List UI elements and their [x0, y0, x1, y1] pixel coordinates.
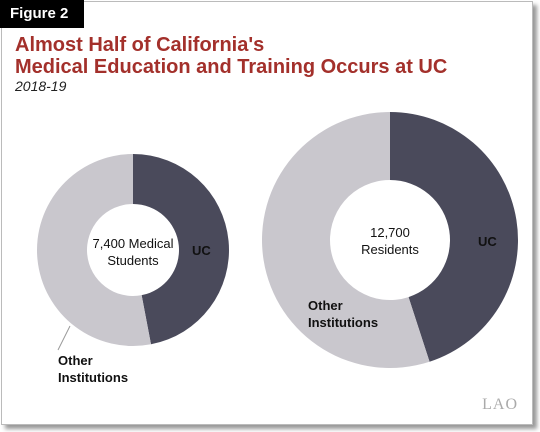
title-line: Medical Education and Training Occurs at…: [15, 56, 448, 78]
donut-segment: [133, 154, 230, 345]
center-label: 7,400 Medical Students: [92, 236, 174, 268]
donut-segment: [390, 112, 518, 362]
donut-segment: [262, 112, 430, 368]
donut-segment: [37, 154, 151, 346]
segment-label: Other Institutions: [308, 298, 379, 330]
segment-label: Other Institutions: [58, 353, 129, 385]
leader-line: [57, 325, 71, 351]
figure-label: Figure 2: [0, 0, 85, 28]
subtitle: 2018-19: [15, 78, 67, 94]
center-label: 12,700 Residents: [361, 225, 419, 257]
title-line: Almost Half of California's: [15, 34, 265, 56]
segment-label: UC: [192, 243, 211, 258]
logo: LAO: [482, 396, 518, 413]
segment-label: UC: [478, 234, 497, 249]
